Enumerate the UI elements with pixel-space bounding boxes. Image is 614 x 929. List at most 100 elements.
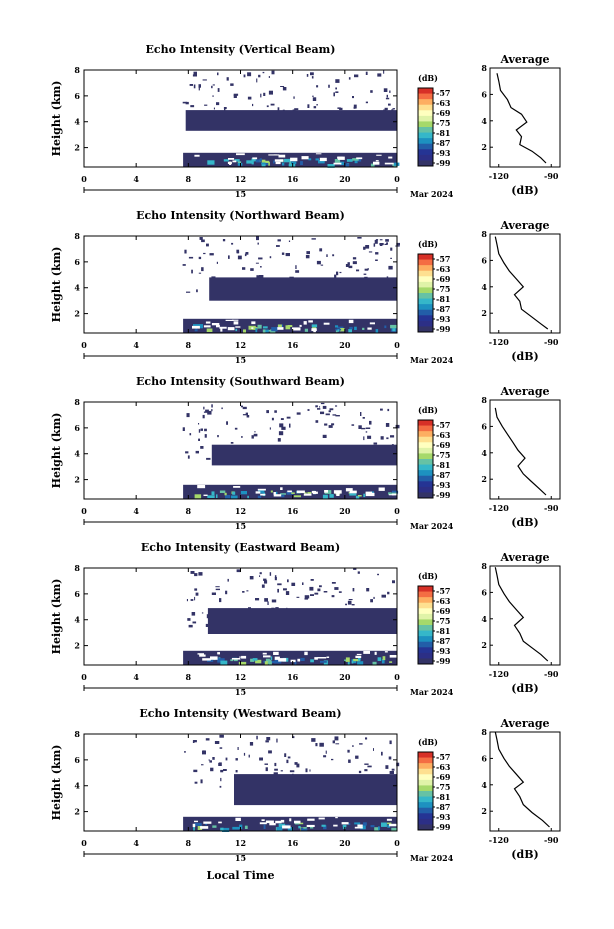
echo-gap [233, 321, 239, 325]
surface-echo [381, 659, 385, 664]
colorbar-label: -57 [436, 88, 450, 98]
surface-echo [239, 824, 243, 829]
colorbar-frame [417, 419, 434, 499]
echo-speck [249, 742, 254, 746]
echo-speck [302, 582, 304, 585]
echo-speck [235, 770, 238, 773]
colorbar-unit: (dB) [418, 239, 438, 249]
echo-speck [328, 84, 330, 88]
colorbar-segment [418, 818, 433, 825]
colorbar-label: -69 [436, 108, 451, 118]
colorbar-unit: (dB) [418, 571, 438, 581]
echo-speck [198, 84, 201, 88]
surface-echo [257, 495, 262, 499]
echo-speck [277, 583, 282, 586]
echo-gap [292, 327, 301, 331]
echo-speck [186, 291, 191, 293]
colorbar-segment [418, 320, 433, 327]
echo-speck [365, 71, 368, 75]
echo-speck [315, 405, 318, 408]
colorbar-unit: (dB) [418, 737, 438, 747]
echo-gap [265, 820, 274, 824]
echo-speck [348, 77, 351, 80]
echo-speck [296, 763, 300, 768]
x-tick-label: 0 [394, 340, 400, 350]
echo-speck [365, 737, 368, 740]
surface-echo [250, 658, 255, 662]
echo-speck [370, 599, 373, 603]
echo-speck [242, 406, 247, 410]
echo-speck [242, 267, 246, 270]
month-label: Mar 2024 [410, 355, 454, 365]
echo-gap [388, 156, 393, 159]
average-x-tick-label: -120 [489, 835, 509, 845]
echo-gap [289, 818, 292, 822]
average-y-tick-label: 2 [481, 640, 487, 650]
echo-speck [207, 410, 212, 415]
echo-speck [281, 426, 286, 430]
echo-speck [355, 755, 359, 759]
y-tick-label: 2 [74, 641, 80, 651]
echo-gap [313, 328, 316, 333]
surface-echo [327, 164, 335, 168]
echo-speck [269, 256, 272, 259]
surface-echo [329, 494, 334, 498]
colorbar-segment [418, 281, 433, 288]
surface-echo [264, 661, 268, 665]
echo-speck [227, 578, 229, 582]
surface-echo [342, 824, 347, 828]
echo-speck [348, 265, 353, 269]
surface-echo [375, 329, 379, 334]
echo-speck [266, 105, 269, 108]
echo-speck [387, 591, 390, 595]
echo-speck [285, 591, 290, 595]
echo-speck [335, 405, 338, 407]
echo-gap [278, 154, 286, 158]
surface-echo [273, 160, 275, 164]
echo-speck [389, 90, 391, 93]
surface-echo [291, 161, 297, 164]
echo-speck [216, 102, 220, 106]
echo-speck [391, 768, 395, 771]
surface-echo [307, 492, 312, 494]
colorbar-segment [418, 154, 433, 161]
echo-speck [233, 94, 237, 98]
surface-echo [265, 162, 270, 166]
echo-gap [229, 161, 232, 165]
echo-speck [182, 264, 186, 266]
colorbar-label: -81 [436, 128, 450, 138]
echo-gap [356, 157, 363, 160]
echo-speck [243, 74, 246, 78]
surface-echo [353, 658, 360, 662]
colorbar-segment [418, 143, 433, 150]
surface-echo [261, 163, 266, 167]
average-y-tick-label: 6 [481, 255, 487, 265]
echo-speck [184, 751, 186, 753]
surface-echo [387, 822, 392, 825]
date-label: 15 [235, 853, 246, 863]
echo-speck [210, 767, 214, 772]
echo-speck [351, 604, 355, 606]
echo-speck [364, 763, 369, 765]
surface-echo [363, 493, 366, 498]
echo-speck [332, 414, 337, 416]
echo-gap [194, 154, 200, 157]
surface-echo [234, 159, 240, 162]
echo-speck [265, 740, 269, 743]
echo-speck [188, 256, 194, 259]
main-echo-layer [209, 277, 397, 301]
surface-echo [300, 657, 305, 661]
average-x-tick-label: -120 [489, 171, 509, 181]
surface-echo [268, 329, 273, 332]
echo-speck [262, 71, 265, 74]
surface-echo [235, 328, 238, 332]
echo-speck [357, 237, 362, 239]
x-tick-label: 16 [287, 506, 299, 516]
month-label: Mar 2024 [410, 189, 454, 199]
echo-gap [210, 656, 218, 660]
x-tick-label: 0 [394, 174, 400, 184]
surface-echo [382, 656, 386, 661]
echo-gap [203, 494, 208, 496]
echo-gap [231, 658, 241, 660]
date-label: 15 [235, 189, 246, 199]
